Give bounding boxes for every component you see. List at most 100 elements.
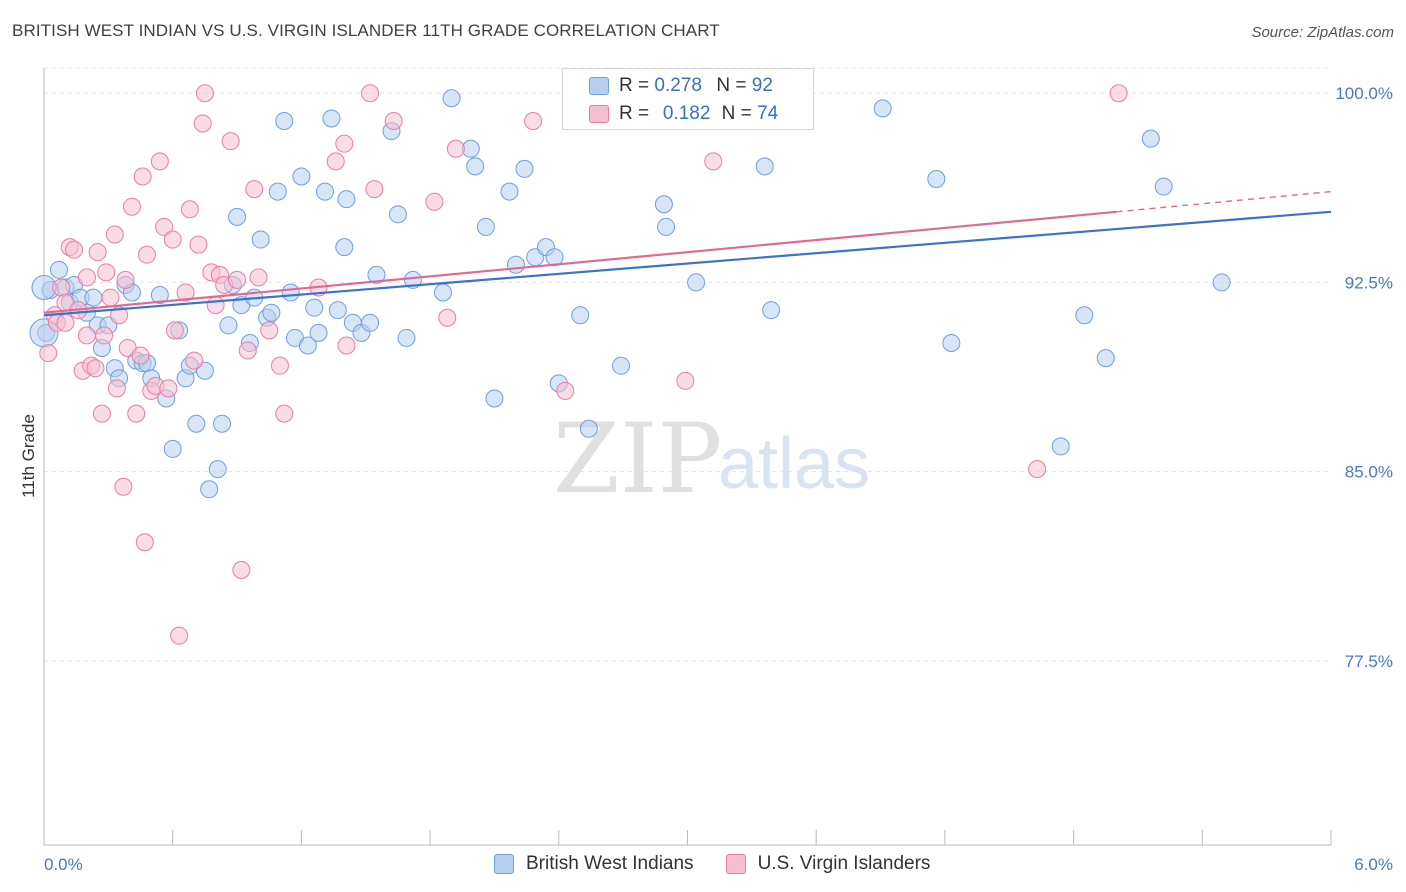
data-point — [238, 341, 257, 360]
trend-line-blue — [43, 210, 1332, 317]
data-point — [195, 84, 214, 103]
legend-swatch-pink — [589, 105, 609, 123]
data-point — [384, 111, 403, 130]
data-point — [221, 132, 240, 151]
x-tick-label-min: 0.0% — [44, 855, 83, 874]
data-point — [305, 298, 324, 317]
data-point — [755, 157, 774, 176]
data-point — [506, 255, 525, 274]
legend-r-value: 0.182 — [662, 103, 711, 124]
legend-r-value: 0.278 — [654, 75, 702, 96]
data-point — [461, 139, 480, 158]
data-point — [77, 268, 96, 287]
data-point — [232, 561, 251, 580]
legend-n-value: 74 — [757, 103, 779, 124]
data-point — [315, 182, 334, 201]
data-point — [193, 114, 212, 133]
data-point — [1212, 273, 1231, 292]
data-point — [927, 170, 946, 188]
legend-n-value: 92 — [751, 75, 773, 96]
data-point — [95, 326, 114, 345]
x-ticks — [43, 830, 1332, 845]
data-point — [873, 99, 892, 118]
data-point — [704, 152, 723, 171]
data-point — [515, 159, 534, 178]
data-point — [163, 230, 182, 249]
data-point — [281, 283, 300, 302]
data-point — [397, 328, 416, 347]
data-point — [571, 306, 590, 325]
data-point — [133, 167, 152, 186]
data-point — [466, 157, 485, 176]
data-point — [39, 344, 58, 363]
y-tick-label: 85.0% — [1345, 463, 1393, 482]
data-point — [86, 359, 105, 378]
data-point — [1154, 177, 1173, 196]
legend-stats: R = 0.278 N = 92 R = 0.182 N = 74 — [562, 68, 814, 130]
data-point — [101, 288, 120, 307]
data-point — [337, 336, 356, 355]
legend-series: British West Indians U.S. Virgin Islande… — [494, 850, 962, 878]
data-point — [442, 89, 461, 108]
series-us-virgin-islanders — [39, 84, 1128, 645]
data-point — [367, 265, 386, 284]
data-point — [65, 240, 84, 259]
data-point — [155, 217, 174, 236]
data-point — [84, 288, 103, 307]
data-point — [213, 414, 232, 433]
data-point — [433, 283, 452, 302]
legend-n-label: N = — [721, 103, 752, 124]
x-tick-label-max: 6.0% — [1354, 855, 1393, 874]
data-point — [268, 182, 287, 201]
data-point — [116, 270, 135, 289]
data-point — [612, 356, 631, 375]
data-point — [361, 313, 380, 332]
watermark: ZIP atlas — [553, 403, 870, 515]
legend-row-pink: R = 0.182 N = 74 — [619, 101, 778, 127]
data-point — [654, 195, 673, 214]
data-point — [122, 197, 141, 216]
data-point — [275, 404, 294, 423]
data-point — [1141, 129, 1160, 148]
trend-lines — [43, 190, 1332, 317]
legend-series-name: British West Indians — [526, 853, 694, 874]
data-point — [245, 180, 264, 199]
data-point — [127, 404, 146, 423]
legend-swatch-pink — [725, 854, 746, 874]
trend-line-pink — [43, 210, 1117, 314]
data-point — [942, 333, 961, 352]
legend-swatch-blue — [589, 77, 609, 95]
data-point — [292, 167, 311, 186]
y-tick-labels: 100.0% 92.5% 85.0% 77.5% — [1335, 84, 1393, 671]
data-point — [476, 217, 495, 236]
chart-title: BRITISH WEST INDIAN VS U.S. VIRGIN ISLAN… — [12, 21, 720, 40]
data-point — [262, 303, 281, 322]
data-point — [687, 273, 706, 292]
data-point — [309, 323, 328, 342]
data-point — [425, 192, 444, 211]
data-point — [446, 139, 465, 158]
data-point — [137, 245, 156, 264]
data-point — [260, 321, 279, 340]
data-point — [228, 207, 247, 226]
data-point — [165, 321, 184, 340]
legend-n-label: N = — [716, 75, 747, 96]
trend-line-pink-extension — [1116, 190, 1332, 213]
data-point — [337, 190, 356, 209]
data-point — [88, 243, 107, 262]
data-point — [500, 182, 519, 201]
legend-swatch-blue — [494, 854, 514, 874]
data-point — [208, 460, 227, 479]
data-point — [762, 301, 781, 320]
data-point — [335, 238, 354, 257]
legend-item-us-virgin-islanders: U.S. Virgin Islanders — [725, 853, 930, 875]
legend-item-british-west-indians: British West Indians — [494, 853, 694, 875]
data-point — [200, 480, 219, 499]
legend-r-label: R = — [619, 75, 650, 96]
y-axis-label: 11th Grade — [19, 414, 38, 498]
data-point — [328, 301, 347, 320]
watermark-zip: ZIP — [553, 403, 722, 515]
data-point — [365, 180, 384, 199]
data-point — [56, 313, 75, 332]
data-point — [251, 230, 270, 249]
